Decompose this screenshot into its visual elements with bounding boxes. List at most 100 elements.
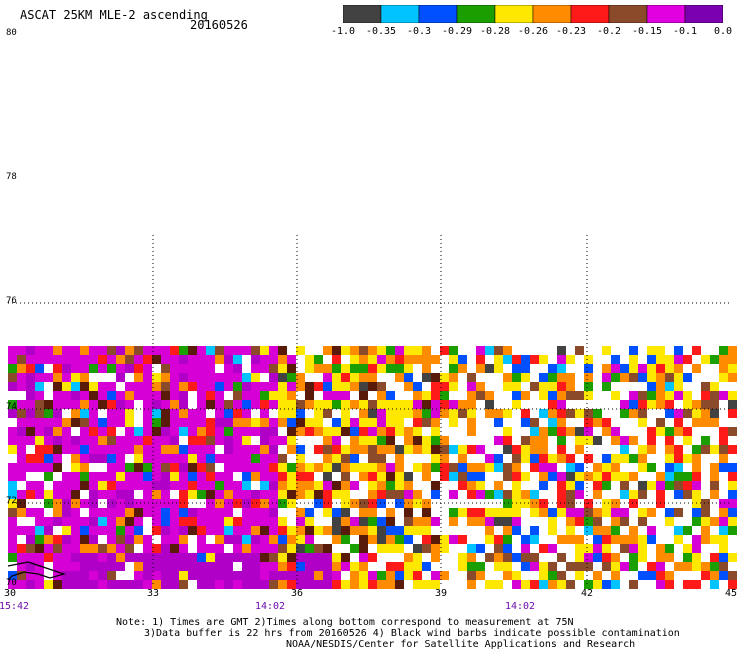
ambiguity-cell <box>701 418 710 427</box>
ambiguity-cell <box>719 427 728 436</box>
ambiguity-cell <box>71 454 80 463</box>
ambiguity-cell <box>251 472 260 481</box>
ambiguity-cell <box>170 526 179 535</box>
ambiguity-cell <box>584 562 593 571</box>
ambiguity-cell <box>602 544 611 553</box>
ambiguity-cell <box>557 553 566 562</box>
ambiguity-cell <box>404 364 413 373</box>
ambiguity-cell <box>134 463 143 472</box>
ambiguity-cell <box>386 526 395 535</box>
ambiguity-cell <box>368 553 377 562</box>
ambiguity-cell <box>593 409 602 418</box>
ambiguity-cell <box>161 454 170 463</box>
ambiguity-cell <box>377 400 386 409</box>
ambiguity-cell <box>494 490 503 499</box>
ambiguity-cell <box>62 535 71 544</box>
ambiguity-cell <box>44 472 53 481</box>
ambiguity-cell <box>116 373 125 382</box>
ambiguity-cell <box>89 580 98 589</box>
ambiguity-cell <box>143 499 152 508</box>
ambiguity-cell <box>386 400 395 409</box>
note-line-2: 3)Data buffer is 22 hrs from 20160526 4)… <box>144 628 680 639</box>
ambiguity-cell <box>152 373 161 382</box>
ambiguity-cell <box>440 382 449 391</box>
ambiguity-cell <box>584 508 593 517</box>
ambiguity-cell <box>728 526 737 535</box>
ambiguity-cell <box>287 373 296 382</box>
ambiguity-cell <box>719 562 728 571</box>
ambiguity-cell <box>35 454 44 463</box>
ambiguity-cell <box>584 553 593 562</box>
ambiguity-cell <box>53 364 62 373</box>
ambiguity-cell <box>638 553 647 562</box>
ambiguity-cell <box>503 382 512 391</box>
ambiguity-cell <box>656 553 665 562</box>
ambiguity-cell <box>134 571 143 580</box>
ambiguity-cell <box>440 544 449 553</box>
ambiguity-cell <box>530 499 539 508</box>
ambiguity-cell <box>431 391 440 400</box>
ambiguity-cell <box>152 526 161 535</box>
ambiguity-cell <box>188 472 197 481</box>
ambiguity-cell <box>188 463 197 472</box>
ambiguity-cell <box>368 580 377 589</box>
ambiguity-cell <box>512 571 521 580</box>
ambiguity-cell <box>233 427 242 436</box>
ambiguity-cell <box>341 499 350 508</box>
ambiguity-cell <box>134 535 143 544</box>
ambiguity-cell <box>557 355 566 364</box>
ambiguity-cell <box>332 346 341 355</box>
ambiguity-cell <box>143 445 152 454</box>
ambiguity-cell <box>638 544 647 553</box>
ambiguity-cell <box>548 508 557 517</box>
ambiguity-cell <box>242 418 251 427</box>
ambiguity-cell <box>377 445 386 454</box>
ambiguity-cell <box>188 364 197 373</box>
ambiguity-cell <box>107 508 116 517</box>
ambiguity-cell <box>179 373 188 382</box>
ambiguity-cell <box>260 427 269 436</box>
ambiguity-cell <box>539 436 548 445</box>
ambiguity-cell <box>575 544 584 553</box>
ambiguity-cell <box>224 418 233 427</box>
ambiguity-cell <box>26 400 35 409</box>
ambiguity-cell <box>80 517 89 526</box>
ambiguity-cell <box>269 373 278 382</box>
ambiguity-cell <box>422 355 431 364</box>
ambiguity-cell <box>341 418 350 427</box>
ambiguity-cell <box>440 472 449 481</box>
ambiguity-cell <box>197 382 206 391</box>
ambiguity-cell <box>44 445 53 454</box>
ambiguity-cell <box>728 445 737 454</box>
ambiguity-cell <box>692 481 701 490</box>
ambiguity-cell <box>458 553 467 562</box>
ambiguity-cell <box>161 562 170 571</box>
ambiguity-cell <box>503 490 512 499</box>
ambiguity-cell <box>377 571 386 580</box>
ambiguity-cell <box>431 445 440 454</box>
ambiguity-cell <box>305 553 314 562</box>
ambiguity-cell <box>98 427 107 436</box>
ambiguity-cell <box>683 553 692 562</box>
ambiguity-cell <box>548 454 557 463</box>
ambiguity-cell <box>341 526 350 535</box>
ambiguity-cell <box>224 346 233 355</box>
ambiguity-cell <box>377 391 386 400</box>
ambiguity-cell <box>548 580 557 589</box>
ambiguity-cell <box>593 535 602 544</box>
ambiguity-cell <box>368 418 377 427</box>
ambiguity-cell <box>305 481 314 490</box>
ambiguity-cell <box>665 427 674 436</box>
ambiguity-cell <box>278 391 287 400</box>
ambiguity-cell <box>215 499 224 508</box>
ambiguity-cell <box>269 463 278 472</box>
colorbar-tick-label: -0.35 <box>365 26 397 37</box>
ambiguity-cell <box>593 481 602 490</box>
ambiguity-cell <box>485 454 494 463</box>
ambiguity-cell <box>449 400 458 409</box>
ambiguity-cell <box>674 427 683 436</box>
ambiguity-cell <box>341 481 350 490</box>
ambiguity-cell <box>422 400 431 409</box>
ambiguity-cell <box>98 481 107 490</box>
ambiguity-cell <box>197 346 206 355</box>
